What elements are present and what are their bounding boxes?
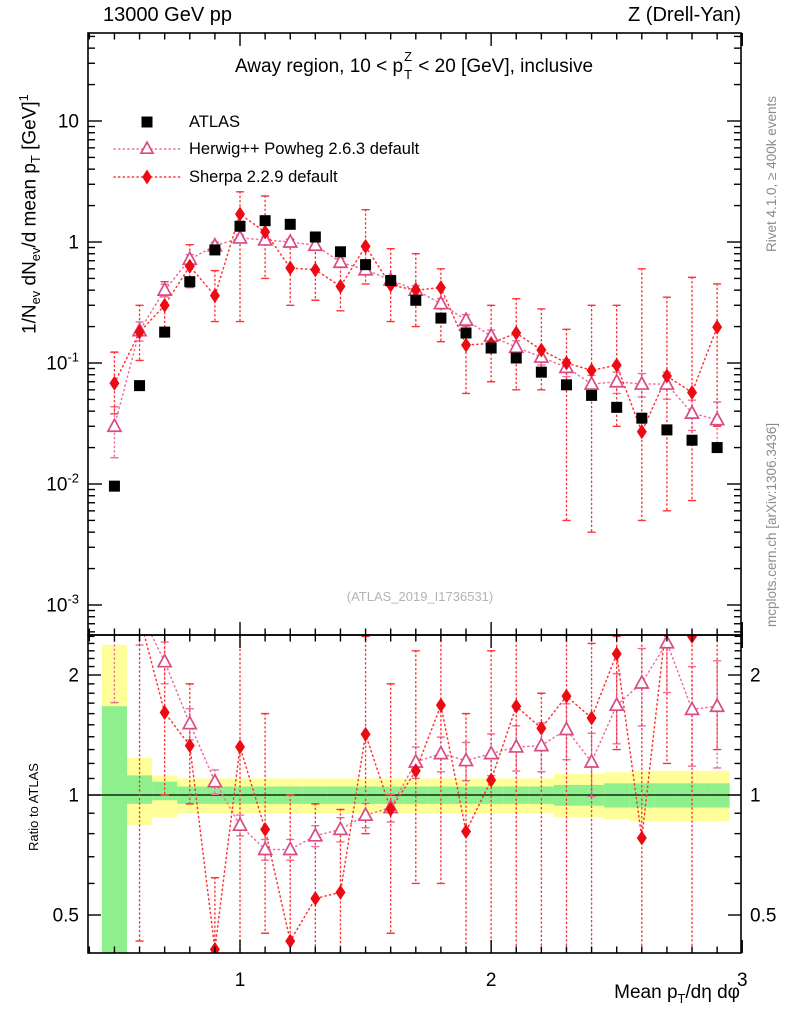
- process-label: Z (Drell-Yan): [628, 4, 741, 26]
- ylabel-s1: ev: [28, 290, 44, 305]
- legend-label-herwig: Herwig++ Powheg 2.6.3 default: [189, 139, 420, 158]
- y-tick-label: 10: [58, 112, 79, 133]
- xlabel-pre: Mean p: [614, 982, 678, 1003]
- x-tick-label: 1: [235, 970, 246, 991]
- beam-energy-label: 13000 GeV pp: [103, 4, 232, 26]
- ratio-panel: [88, 635, 741, 953]
- herwig-markers: [106, 229, 726, 433]
- series-line: [113, 212, 718, 434]
- axis-ticks: [88, 33, 743, 953]
- legend-entry-atlas: ATLAS: [112, 110, 240, 134]
- ratio-tick-label: 0.5: [53, 906, 79, 927]
- sherpa-markers: [109, 206, 723, 440]
- y-tick-label: 10-1: [46, 350, 79, 375]
- ylabel-s2: ev: [28, 247, 44, 262]
- ylabel-sup: 1: [16, 94, 31, 102]
- ylabel-p1: 1/N: [19, 304, 41, 334]
- legend-entry-herwig: Herwig++ Powheg 2.6.3 default: [112, 137, 419, 161]
- ratio-y-axis-label: Ratio to ATLAS: [26, 763, 41, 851]
- plot-title-sub: T: [404, 67, 412, 82]
- sherpa-diamond-icon: [113, 169, 181, 185]
- rivet-version-note: Rivet 4.1.0, ≥ 400k events: [764, 96, 779, 252]
- ylabel-p3: /d mean p: [19, 163, 41, 248]
- plot-title-post: < 20 [GeV], inclusive: [412, 56, 594, 77]
- legend-entry-sherpa: Sherpa 2.2.9 default: [112, 165, 338, 189]
- y-tick-label: 1: [68, 233, 79, 254]
- x-tick-label: 3: [737, 970, 748, 991]
- series-line: [113, 237, 718, 428]
- herwig-triangle-icon: [113, 140, 181, 155]
- ratio-tick-label: 1: [68, 786, 79, 807]
- atlas-square-icon: [141, 116, 153, 128]
- plot-title-pre: Away region, 10 < p: [234, 56, 404, 77]
- ratio-tick-label: 2: [750, 666, 761, 687]
- y-tick-label: 10-2: [46, 471, 79, 496]
- main-panel: [106, 191, 726, 533]
- y-tick-label: 10-3: [46, 592, 79, 617]
- main-y-axis-label: 1/Nev dNev/d mean pT [GeV]1: [16, 24, 43, 334]
- xlabel-post: /dη dφ: [685, 982, 740, 1003]
- ylabel-p4: [GeV]: [19, 101, 41, 156]
- legend-label-sherpa: Sherpa 2.2.9 default: [189, 167, 338, 186]
- atlas-markers: [108, 215, 723, 492]
- ratio-panel-frame: [87, 634, 742, 954]
- error-bars: [110, 191, 722, 533]
- uncertainty-band-green: [101, 706, 127, 953]
- x-tick-label: 2: [486, 970, 497, 991]
- ratio-tick-label: 1: [750, 786, 761, 807]
- xlabel-sub: T: [677, 990, 686, 1006]
- analysis-id-watermark: (ATLAS_2019_I1736531): [346, 589, 494, 604]
- x-axis-label: Mean pT/dη dφ: [440, 982, 740, 1006]
- plot-title-sup: Z: [404, 49, 412, 64]
- mcplots-reference-note: mcplots.cern.ch [arXiv:1306.3436]: [764, 422, 779, 627]
- ylabel-p2: dN: [19, 261, 41, 291]
- error-bars: [135, 635, 722, 953]
- ratio-tick-label: 2: [68, 666, 79, 687]
- sherpa-ratio-markers: [159, 635, 698, 953]
- legend-label-atlas: ATLAS: [189, 112, 241, 131]
- ratio-tick-label: 0.5: [750, 906, 776, 927]
- ylabel-s3: T: [28, 155, 44, 164]
